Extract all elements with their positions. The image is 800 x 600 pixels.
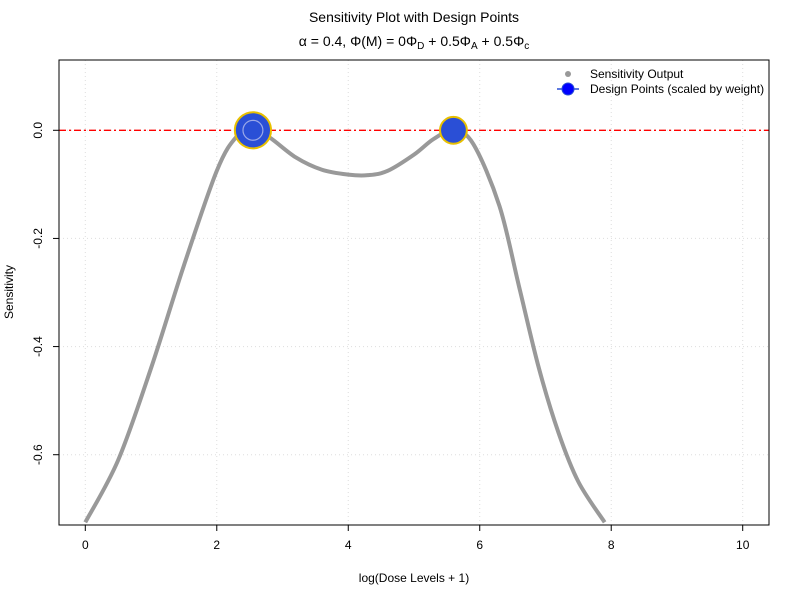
subtitle-sub-a: A — [471, 41, 478, 52]
x-tick-label: 0 — [82, 538, 89, 552]
x-axis-label: log(Dose Levels + 1) — [359, 571, 469, 585]
subtitle-phi-c: Φ — [513, 33, 524, 49]
x-tick-label: 4 — [345, 538, 352, 552]
y-tick-label: -0.4 — [31, 336, 45, 357]
x-axis: 0 2 4 6 8 10 — [82, 525, 750, 552]
x-tick-label: 8 — [608, 538, 615, 552]
legend-series-marker — [565, 71, 571, 77]
x-tick-label: 10 — [736, 538, 750, 552]
legend: Sensitivity Output Design Points (scaled… — [557, 67, 764, 96]
subtitle-phi-d: Φ — [406, 33, 417, 49]
y-tick-label: 0.0 — [31, 122, 45, 139]
x-tick-label: 6 — [476, 538, 483, 552]
y-axis: 0.0 -0.2 -0.4 -0.6 — [31, 122, 59, 465]
grid-lines — [59, 60, 769, 525]
y-tick-label: -0.6 — [31, 444, 45, 465]
design-point — [233, 111, 273, 150]
design-point — [439, 115, 468, 145]
series-layer — [83, 128, 607, 524]
subtitle-equals: = 0 — [382, 33, 406, 49]
legend-series-label: Sensitivity Output — [590, 67, 684, 81]
y-axis-label: Sensitivity — [2, 265, 16, 319]
x-tick-label: 2 — [213, 538, 220, 552]
subtitle-plus-c: + 0.5 — [478, 33, 514, 49]
chart-title: Sensitivity Plot with Design Points — [309, 9, 519, 25]
subtitle-alpha: α — [299, 33, 307, 49]
chart-subtitle: α = 0.4, Φ(M) = 0ΦD + 0.5ΦA + 0.5Φc — [299, 33, 529, 52]
legend-design-marker — [561, 82, 575, 96]
subtitle-phi-a: Φ — [460, 33, 471, 49]
subtitle-alpha-value: = 0.4, — [307, 33, 350, 49]
subtitle-sub-c: c — [524, 41, 529, 52]
y-tick-label: -0.2 — [31, 228, 45, 249]
design-points-layer — [233, 111, 468, 150]
subtitle-plus-a: + 0.5 — [424, 33, 460, 49]
subtitle-sub-d: D — [417, 41, 424, 52]
design-point-inner-ring — [242, 119, 264, 141]
sensitivity-curve — [83, 128, 607, 524]
plot-border — [58, 59, 770, 526]
legend-design-label: Design Points (scaled by weight) — [590, 82, 764, 96]
subtitle-phi-m: Φ(M) — [350, 33, 382, 49]
